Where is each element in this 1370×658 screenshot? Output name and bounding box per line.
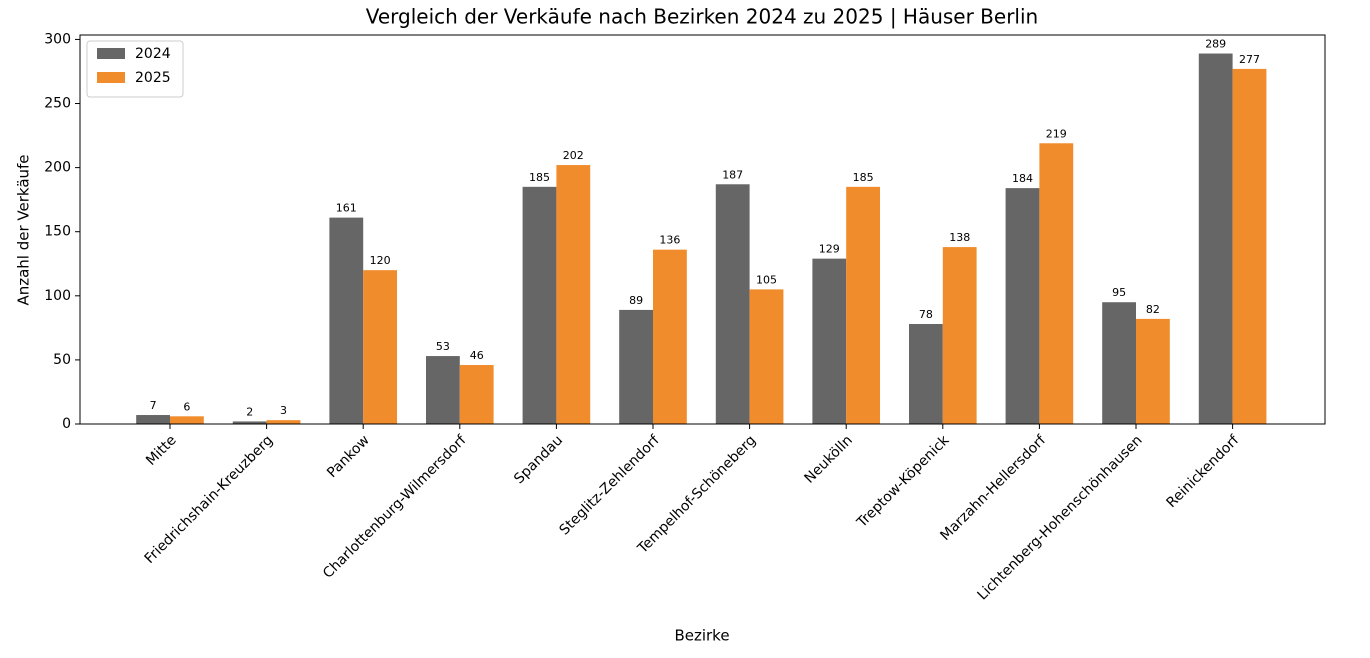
bar-value-label: 6 bbox=[183, 400, 190, 413]
x-tick-label: Treptow-Köpenick bbox=[853, 432, 953, 532]
bar-value-label: 219 bbox=[1046, 127, 1067, 140]
y-tick-label: 0 bbox=[62, 416, 71, 432]
bar bbox=[846, 186, 881, 424]
bar bbox=[556, 165, 591, 424]
bar bbox=[136, 415, 170, 424]
bar-value-label: 120 bbox=[370, 254, 391, 267]
x-axis-label: Bezirke bbox=[674, 627, 729, 645]
legend-swatch bbox=[97, 48, 125, 59]
bar-value-label: 89 bbox=[629, 294, 643, 307]
bar-value-label: 187 bbox=[722, 168, 743, 181]
bar-value-label: 136 bbox=[659, 234, 680, 247]
y-tick-label: 150 bbox=[44, 224, 71, 240]
bar-value-label: 184 bbox=[1012, 172, 1033, 185]
bar-value-label: 53 bbox=[436, 340, 450, 353]
bar bbox=[1102, 302, 1136, 424]
x-tick-label: Marzahn-Hellersdorf bbox=[937, 432, 1049, 544]
bar bbox=[170, 416, 204, 424]
chart-title: Vergleich der Verkäufe nach Bezirken 202… bbox=[366, 5, 1038, 29]
bar-value-label: 2 bbox=[246, 405, 253, 418]
bar bbox=[653, 249, 687, 424]
bar bbox=[908, 324, 943, 424]
x-tick-label: Spandau bbox=[511, 432, 566, 487]
x-tick-label: Steglitz-Zehlendorf bbox=[556, 432, 663, 539]
bar-value-label: 161 bbox=[336, 202, 357, 215]
bar bbox=[1136, 318, 1170, 424]
y-tick-label: 100 bbox=[44, 288, 71, 304]
bar bbox=[1005, 188, 1040, 424]
bar bbox=[459, 365, 494, 424]
bar bbox=[1039, 143, 1074, 424]
bar-value-label: 277 bbox=[1239, 53, 1260, 66]
bar-value-label: 185 bbox=[529, 171, 550, 184]
y-tick-label: 250 bbox=[44, 96, 71, 112]
bar-value-label: 46 bbox=[470, 349, 484, 362]
bar bbox=[812, 258, 847, 424]
bar bbox=[522, 186, 557, 424]
legend-label: 2025 bbox=[135, 70, 171, 86]
bar-value-label: 138 bbox=[949, 231, 970, 244]
x-tick-label: Lichtenberg-Hohenschönhausen bbox=[975, 432, 1146, 603]
bar bbox=[425, 356, 460, 424]
bar bbox=[619, 309, 653, 424]
bar-value-label: 7 bbox=[150, 399, 157, 412]
x-tick-label: Pankow bbox=[324, 432, 373, 481]
plot-frame bbox=[79, 34, 1326, 425]
bar bbox=[329, 217, 364, 424]
bar bbox=[749, 289, 784, 424]
bar bbox=[942, 247, 977, 424]
legend-label: 2024 bbox=[135, 46, 171, 62]
x-tick-label: Mitte bbox=[143, 432, 179, 468]
bar bbox=[715, 184, 750, 424]
bar-value-label: 202 bbox=[563, 149, 584, 162]
bar-value-label: 185 bbox=[853, 171, 874, 184]
bar-value-label: 105 bbox=[756, 273, 777, 286]
bar bbox=[266, 420, 301, 424]
bar-value-label: 129 bbox=[819, 243, 840, 256]
bar-value-label: 78 bbox=[919, 308, 933, 321]
y-tick-label: 300 bbox=[44, 31, 71, 47]
bar bbox=[1232, 68, 1267, 424]
x-tick-label: Neukölln bbox=[802, 432, 856, 486]
bar bbox=[1198, 53, 1233, 425]
y-axis-label: Anzahl der Verkäufe bbox=[15, 154, 33, 305]
bar-value-label: 95 bbox=[1112, 286, 1126, 299]
x-tick-label: Reinickendorf bbox=[1164, 432, 1243, 511]
legend-swatch bbox=[97, 72, 125, 83]
bar-value-label: 3 bbox=[280, 404, 287, 417]
bar bbox=[232, 421, 267, 424]
y-tick-label: 200 bbox=[44, 160, 71, 176]
bar bbox=[363, 270, 398, 424]
y-tick-label: 50 bbox=[53, 352, 71, 368]
bar-value-label: 289 bbox=[1205, 38, 1226, 51]
bar-value-label: 82 bbox=[1146, 303, 1160, 316]
